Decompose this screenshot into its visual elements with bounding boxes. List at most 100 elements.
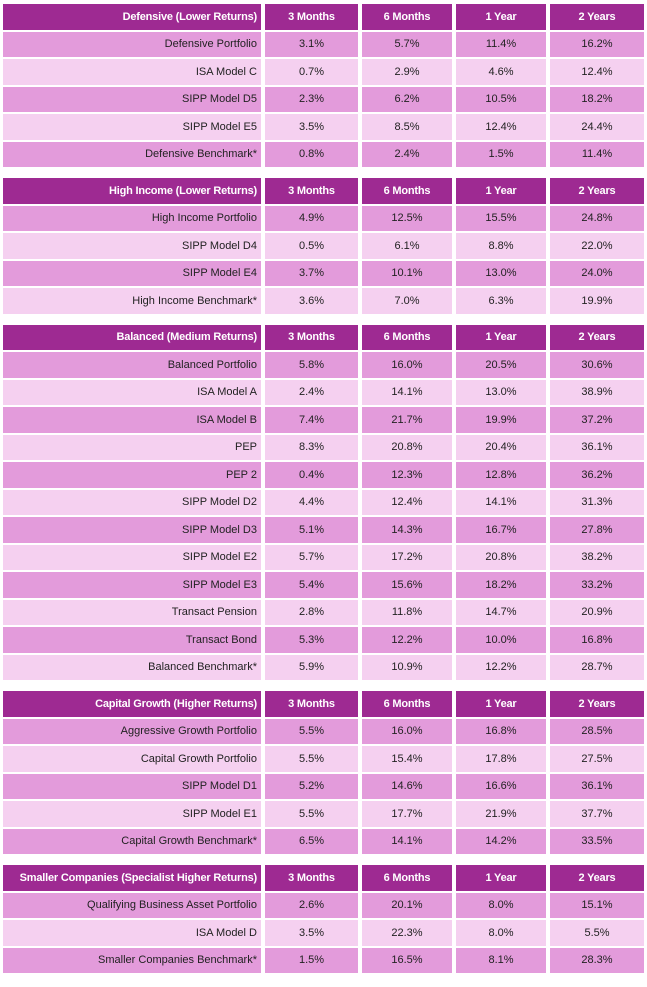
table-header: Smaller Companies (Specialist Higher Ret… (3, 865, 647, 891)
table-row: PEP 8.3% 20.8% 20.4% 36.1% (3, 434, 647, 460)
cell-value: 33.2% (550, 572, 644, 598)
cell-value: 2.6% (265, 892, 358, 918)
row-label: ISA Model B (3, 407, 261, 433)
cell-value: 1 Year (456, 178, 546, 204)
cell-value: 13.0% (456, 260, 546, 286)
row-label: SIPP Model D2 (3, 489, 261, 515)
row-label: Defensive Benchmark* (3, 141, 261, 167)
table-row: Capital Growth Benchmark* 6.5% 14.1% 14.2% 3… (3, 828, 647, 854)
row-label: ISA Model A (3, 379, 261, 405)
cell-value: 22.0% (550, 233, 644, 259)
cell-value: 27.5% (550, 746, 644, 772)
cell-value: 14.2% (456, 828, 546, 854)
cell-value: 10.5% (456, 86, 546, 112)
row-label: SIPP Model E2 (3, 544, 261, 570)
table-row: Smaller Companies Benchmark* 1.5% 16.5% 8.1… (3, 947, 647, 973)
cell-value: 1 Year (456, 691, 546, 717)
cell-value: 28.5% (550, 718, 644, 744)
cell-value: 5.7% (265, 544, 358, 570)
cell-value: 22.3% (362, 920, 452, 946)
cell-value: 12.2% (362, 627, 452, 653)
row-label: Qualifying Business Asset Portfolio (3, 892, 261, 918)
cell-value: 2 Years (550, 178, 644, 204)
table-row: SIPP Model D2 4.4% 12.4% 14.1% 31.3% (3, 489, 647, 515)
cell-value: 16.7% (456, 517, 546, 543)
cell-value: 14.3% (362, 517, 452, 543)
row-label: SIPP Model D1 (3, 773, 261, 799)
cell-value: 20.8% (362, 434, 452, 460)
row-label: SIPP Model E4 (3, 260, 261, 286)
performance-table: High Income (Lower Returns) 3 Months 6 Mon… (3, 178, 647, 314)
cell-value: 3 Months (265, 691, 358, 717)
cell-value: 20.9% (550, 599, 644, 625)
cell-value: 20.5% (456, 352, 546, 378)
cell-value: 5.3% (265, 627, 358, 653)
row-label: ISA Model D (3, 920, 261, 946)
cell-value: 37.2% (550, 407, 644, 433)
cell-value: 16.0% (362, 352, 452, 378)
table-row: SIPP Model E5 3.5% 8.5% 12.4% 24.4% (3, 114, 647, 140)
cell-value: 17.2% (362, 544, 452, 570)
table-row: ISA Model B 7.4% 21.7% 19.9% 37.2% (3, 407, 647, 433)
cell-value: 11.8% (362, 599, 452, 625)
cell-value: 16.2% (550, 31, 644, 57)
cell-value: 6 Months (362, 4, 452, 30)
cell-value: 38.2% (550, 544, 644, 570)
cell-value: 14.6% (362, 773, 452, 799)
cell-value: 36.2% (550, 462, 644, 488)
row-label: SIPP Model E5 (3, 114, 261, 140)
cell-value: 6.5% (265, 828, 358, 854)
row-label: High Income (Lower Returns) (3, 178, 261, 204)
cell-value: 14.1% (456, 489, 546, 515)
row-label: Capital Growth (Higher Returns) (3, 691, 261, 717)
row-label: Capital Growth Portfolio (3, 746, 261, 772)
row-label: Transact Bond (3, 627, 261, 653)
cell-value: 2 Years (550, 865, 644, 891)
table-row: Defensive Portfolio 3.1% 5.7% 11.4% 16.2% (3, 31, 647, 57)
cell-value: 14.1% (362, 379, 452, 405)
row-label: ISA Model C (3, 59, 261, 85)
cell-value: 1 Year (456, 4, 546, 30)
row-label: High Income Portfolio (3, 205, 261, 231)
table-row: SIPP Model D5 2.3% 6.2% 10.5% 18.2% (3, 86, 647, 112)
cell-value: 6 Months (362, 691, 452, 717)
cell-value: 3 Months (265, 324, 358, 350)
row-label: Defensive Portfolio (3, 31, 261, 57)
table-row: ISA Model A 2.4% 14.1% 13.0% 38.9% (3, 379, 647, 405)
cell-value: 10.9% (362, 654, 452, 680)
cell-value: 21.7% (362, 407, 452, 433)
table-row: Balanced Portfolio 5.8% 16.0% 20.5% 30.6% (3, 352, 647, 378)
cell-value: 5.5% (265, 801, 358, 827)
cell-value: 3.5% (265, 920, 358, 946)
cell-value: 13.0% (456, 379, 546, 405)
row-label: SIPP Model D4 (3, 233, 261, 259)
cell-value: 11.4% (550, 141, 644, 167)
cell-value: 5.5% (550, 920, 644, 946)
cell-value: 30.6% (550, 352, 644, 378)
cell-value: 2 Years (550, 324, 644, 350)
cell-value: 7.4% (265, 407, 358, 433)
cell-value: 4.4% (265, 489, 358, 515)
cell-value: 0.4% (265, 462, 358, 488)
cell-value: 8.3% (265, 434, 358, 460)
cell-value: 6.3% (456, 288, 546, 314)
table-row: SIPP Model D3 5.1% 14.3% 16.7% 27.8% (3, 517, 647, 543)
row-label: Balanced Benchmark* (3, 654, 261, 680)
cell-value: 0.7% (265, 59, 358, 85)
cell-value: 5.1% (265, 517, 358, 543)
table-header: High Income (Lower Returns) 3 Months 6 Mon… (3, 178, 647, 204)
cell-value: 6 Months (362, 865, 452, 891)
table-row: SIPP Model D4 0.5% 6.1% 8.8% 22.0% (3, 233, 647, 259)
cell-value: 0.8% (265, 141, 358, 167)
cell-value: 33.5% (550, 828, 644, 854)
row-label: Smaller Companies (Specialist Higher Ret… (3, 865, 261, 891)
cell-value: 15.5% (456, 205, 546, 231)
table-row: SIPP Model E4 3.7% 10.1% 13.0% 24.0% (3, 260, 647, 286)
cell-value: 14.7% (456, 599, 546, 625)
cell-value: 20.8% (456, 544, 546, 570)
cell-value: 8.5% (362, 114, 452, 140)
cell-value: 7.0% (362, 288, 452, 314)
table-row: SIPP Model E1 5.5% 17.7% 21.9% 37.7% (3, 801, 647, 827)
cell-value: 15.4% (362, 746, 452, 772)
